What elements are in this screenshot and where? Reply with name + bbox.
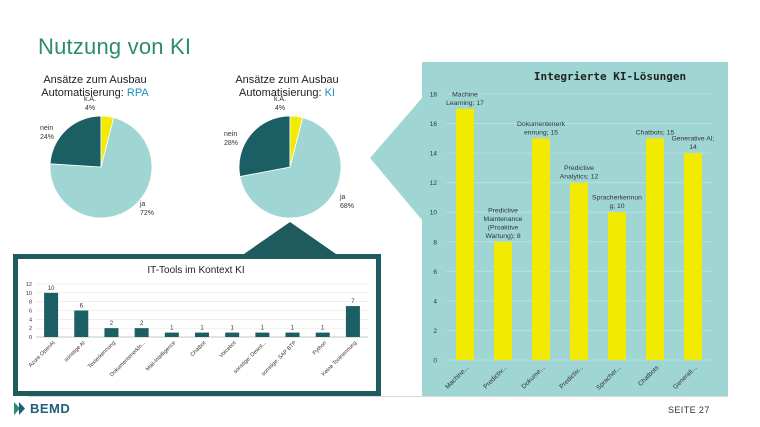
page-number: SEITE 27 <box>668 405 710 415</box>
ki-data-label: Generative AI; 14 <box>671 136 714 152</box>
it-data-label: 1 <box>321 326 325 332</box>
it-data-label: 1 <box>261 326 265 332</box>
it-data-label: 1 <box>170 326 174 332</box>
ki-bar <box>532 138 550 360</box>
ki-pie-slice-nein <box>238 115 291 178</box>
ki-y-tick-label: 0 <box>433 358 437 365</box>
ki-pie-slice-ka <box>289 115 304 168</box>
ki-y-tick-label: 6 <box>433 269 437 276</box>
it-tools-chart-title: IT-Tools im Kontext KI <box>147 265 244 276</box>
ki-y-tick-label: 18 <box>430 92 438 99</box>
page-title: Nutzung von KI <box>38 34 192 59</box>
ki-data-label: Dokumentenerk ennung; 15 <box>517 121 566 137</box>
it-bar <box>225 332 240 337</box>
bemd-logo-icon <box>14 402 25 415</box>
it-y-tick-label: 6 <box>29 309 32 315</box>
it-data-label: 10 <box>48 286 55 292</box>
ki-y-tick-label: 12 <box>430 180 438 187</box>
rpa-pie-slice-nein <box>49 115 102 168</box>
ki-bar <box>646 138 664 360</box>
ki-callout-connector <box>370 98 422 220</box>
rpa-pie-title-line2: Automatisierung: RPA <box>20 87 170 100</box>
ki-pie-title-accent: KI <box>324 87 335 99</box>
ki-pie-title-prefix: Automatisierung: <box>238 87 325 99</box>
it-data-label: 2 <box>140 321 144 327</box>
ki-data-label: Predictive Analytics; 12 <box>560 165 599 181</box>
rpa-pie-label-ja: ja 72% <box>139 201 154 217</box>
ki-data-label: Spracherkennun g; 10 <box>592 195 642 211</box>
it-bar <box>104 328 119 337</box>
rpa-pie-slice-ja <box>49 117 153 219</box>
ki-y-tick-label: 10 <box>430 210 438 217</box>
ki-pie-label-nein: nein 28% <box>224 131 238 147</box>
ki-y-tick-label: 2 <box>433 328 437 335</box>
ki-y-tick-label: 4 <box>433 298 437 305</box>
footer-divider <box>28 396 728 397</box>
it-bar <box>315 332 330 337</box>
rpa-pie-label-ka: k.A. 4% <box>84 96 96 112</box>
ki-data-label: Machine Learning; 17 <box>446 91 484 107</box>
it-bar <box>164 332 179 337</box>
ki-pie-title-line1: Ansätze zum Ausbau <box>235 74 339 86</box>
ki-pie-title: Ansätze zum Ausbau Automatisierung: KI <box>212 74 362 100</box>
it-data-label: 6 <box>80 304 84 310</box>
it-data-label: 2 <box>110 321 114 327</box>
ki-bar <box>608 212 626 360</box>
it-bar <box>74 310 89 337</box>
rpa-pie-chart: ja 72% nein 24% k.A. 4% <box>40 96 154 219</box>
it-tools-callout-connector <box>244 222 336 254</box>
footer-logo-text: BEMD <box>30 401 71 416</box>
ki-bar <box>494 241 512 360</box>
ki-y-tick-label: 8 <box>433 239 437 246</box>
rpa-pie-title-line1: Ansätze zum Ausbau <box>43 74 147 86</box>
it-y-tick-label: 0 <box>29 335 32 341</box>
it-y-tick-label: 2 <box>29 326 32 332</box>
rpa-pie-title-accent: RPA <box>126 87 149 99</box>
ki-pie-label-ja: ja 68% <box>339 194 354 210</box>
ki-pie-title-line2: Automatisierung: KI <box>212 87 362 100</box>
it-y-tick-label: 12 <box>26 282 32 288</box>
it-bar <box>44 292 59 337</box>
rpa-pie-slice-ka <box>100 115 115 168</box>
ki-pie-slice-ja <box>239 117 342 219</box>
rpa-pie-label-nein: nein 24% <box>40 125 54 141</box>
it-bar <box>195 332 209 337</box>
it-bar <box>345 306 360 337</box>
it-bar <box>285 332 300 337</box>
it-bar <box>134 328 149 337</box>
it-y-tick-label: 10 <box>26 291 32 297</box>
ki-bar <box>570 182 588 360</box>
ki-y-tick-label: 16 <box>430 121 438 128</box>
it-data-label: 1 <box>291 326 295 332</box>
ki-y-tick-label: 14 <box>430 151 438 158</box>
ki-bar <box>456 108 474 361</box>
ki-data-label: Predictive Maintenance (Proaktive Wartung);… <box>484 207 523 240</box>
ki-pie-label-ka: k.A. 4% <box>274 96 286 112</box>
rpa-pie-title-prefix: Automatisierung: <box>41 87 127 99</box>
ki-pie-chart: ja 68% nein 28% k.A. 4% <box>224 96 354 219</box>
it-data-label: 1 <box>231 326 235 332</box>
it-y-tick-label: 4 <box>29 317 32 323</box>
ki-solutions-chart-title: Integrierte KI-Lösungen <box>534 70 686 83</box>
it-y-tick-label: 8 <box>29 300 32 306</box>
it-data-label: 7 <box>351 299 355 305</box>
ki-data-label: Chatbots; 15 <box>636 129 675 136</box>
rpa-pie-title: Ansätze zum Ausbau Automatisierung: RPA <box>20 74 170 100</box>
ki-bar <box>684 153 702 360</box>
it-data-label: 1 <box>200 326 204 332</box>
it-bar <box>255 332 270 337</box>
